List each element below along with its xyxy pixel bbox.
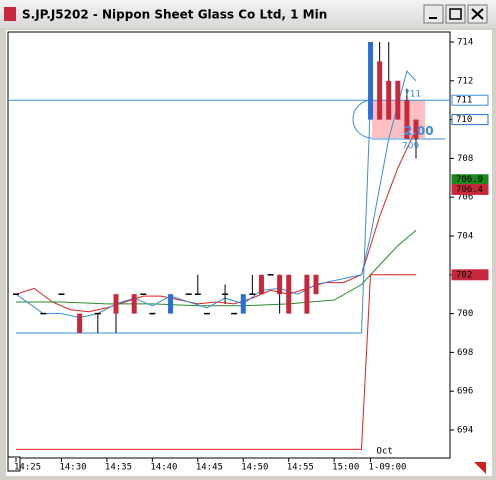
- x-tick-label: 14:55: [287, 463, 314, 473]
- candle-body: [368, 42, 374, 120]
- app-icon: [4, 7, 16, 21]
- x-tick-label: 15:00: [332, 463, 359, 473]
- candle-body: [277, 274, 283, 295]
- x-tick-label: 14:35: [105, 463, 132, 473]
- x-tick-label: 14:30: [59, 463, 86, 473]
- close-button[interactable]: [467, 4, 488, 24]
- candle-body: [286, 274, 292, 314]
- window-title: S.JP.J5202 - Nippon Sheet Glass Co Ltd, …: [22, 8, 327, 22]
- scroll-box[interactable]: [7, 456, 21, 472]
- y-tick-label: 706: [457, 193, 473, 203]
- line-series: [16, 100, 371, 334]
- y-tick-label: 714: [457, 38, 473, 48]
- candle-body: [404, 100, 410, 139]
- price-marker-label: 710: [456, 115, 472, 125]
- line-series: [16, 229, 417, 307]
- y-tick-label: 694: [457, 426, 473, 436]
- x-tick-label: 14:40: [150, 463, 177, 473]
- candle-body: [304, 274, 310, 314]
- x-tick-label: 14:50: [241, 463, 268, 473]
- x-tick-label: 1-09:00: [369, 463, 407, 473]
- x-sublabel: Oct: [377, 447, 393, 457]
- minimize-button[interactable]: [423, 4, 444, 24]
- scroll-arrow[interactable]: [474, 462, 486, 474]
- annotation: 709: [402, 142, 419, 152]
- title-bar: [0, 0, 496, 28]
- price-marker: [451, 183, 489, 195]
- maximize-button[interactable]: [445, 4, 466, 24]
- y-tick-label: 696: [457, 387, 473, 397]
- price-marker-label: 706.9: [456, 175, 483, 185]
- price-marker: [451, 94, 489, 106]
- candle-body: [413, 119, 419, 139]
- candle-body: [395, 80, 401, 120]
- x-tick-label: 14:25: [14, 463, 41, 473]
- price-marker-label: 706.4: [456, 185, 483, 195]
- selection-handle: [352, 99, 373, 139]
- candle-body: [240, 294, 246, 314]
- x-tick-label: 14:45: [196, 463, 223, 473]
- y-tick-label: 712: [457, 76, 473, 86]
- y-tick-label: 708: [457, 154, 473, 164]
- candle-body: [258, 274, 264, 295]
- plot: 694 696 698 700 702 704 706 708 710 712 714 14:25 14…: [8, 38, 489, 473]
- price-marker: [451, 114, 489, 126]
- y-tick-label: 700: [457, 309, 473, 319]
- annotation: 711: [404, 90, 421, 100]
- price-marker-label: 702: [456, 270, 472, 280]
- candle-body: [377, 61, 383, 120]
- price-marker: [451, 269, 489, 281]
- price-marker-label: 711: [456, 96, 472, 106]
- candle-body: [77, 313, 83, 333]
- candle-body: [113, 294, 119, 314]
- annotation: 2.00: [404, 124, 434, 138]
- candle-body: [168, 294, 174, 314]
- y-tick-label: 698: [457, 348, 473, 358]
- candle-body: [131, 294, 137, 314]
- plot-area: [7, 31, 451, 459]
- y-tick-label: 704: [457, 232, 473, 242]
- candle-body: [313, 274, 319, 295]
- line-series: [15, 129, 417, 313]
- line-series: [16, 274, 416, 450]
- candle-body: [386, 80, 392, 120]
